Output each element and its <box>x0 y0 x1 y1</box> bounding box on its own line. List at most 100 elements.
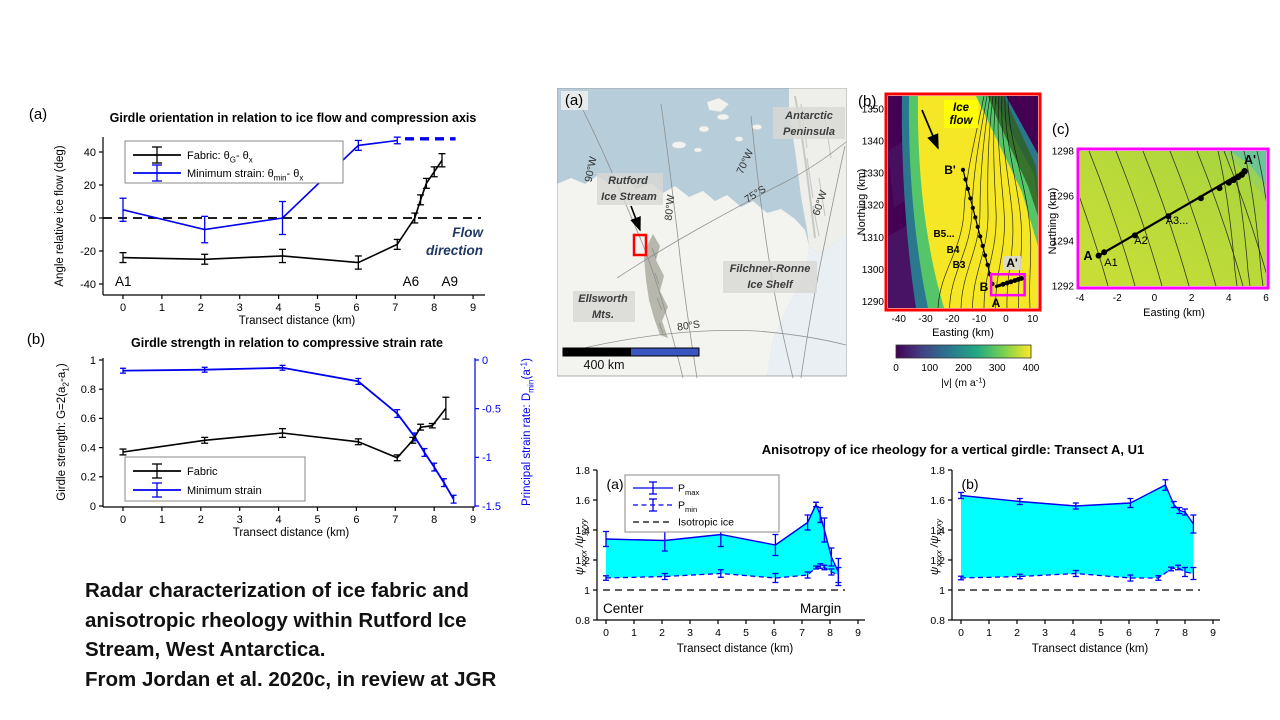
panel-transect-map: (c) A A1 A2 A3... A' 1292 1294 1296 1298 -4 -2 0 2 4 6 N… <box>1046 118 1280 333</box>
margin-label: Margin <box>800 601 841 616</box>
transect-b-point <box>968 196 973 201</box>
svg-text:9: 9 <box>1210 627 1216 639</box>
y-axis-label: ψxxxx /ψyyyy <box>575 518 589 575</box>
svg-text:8: 8 <box>431 302 437 314</box>
svg-text:-20: -20 <box>80 246 96 258</box>
overview-map: Antarctic Peninsula Rutford Ice Stream Filch… <box>556 87 848 379</box>
x-tick: 10 <box>1027 314 1039 325</box>
svg-text:5: 5 <box>1098 627 1104 639</box>
graticule-label: 80°S <box>676 318 700 333</box>
x-axis-label: Easting (km) <box>932 327 994 339</box>
flowline <box>1230 151 1251 286</box>
scalebar-black <box>563 348 631 356</box>
point-label-b5: B5... <box>933 229 954 240</box>
svg-text:5: 5 <box>314 302 320 314</box>
svg-text:4: 4 <box>276 514 282 526</box>
y-tick: 1294 <box>1052 237 1075 248</box>
point-label-a: A <box>1083 249 1092 263</box>
svg-text:6: 6 <box>353 514 359 526</box>
flowline <box>1004 96 1022 308</box>
point-label-b4: B4 <box>947 245 960 256</box>
transect-a-point <box>1101 249 1108 256</box>
svg-text:1: 1 <box>986 627 992 639</box>
transect-a-point <box>1004 280 1010 286</box>
ice-flow-arrow <box>921 109 939 150</box>
girdle-strength-chart: (b) Girdle strength in relation to compre… <box>27 331 536 539</box>
transect-a-box <box>989 273 1026 297</box>
legend-label: Minimum strain: θmin- θx <box>187 168 303 183</box>
svg-text:0.6: 0.6 <box>81 413 96 425</box>
svg-text:3: 3 <box>1042 627 1048 639</box>
transect-a-point <box>1000 281 1006 287</box>
svg-text:1.8: 1.8 <box>930 465 945 477</box>
point-label-a2: A2 <box>1134 235 1147 247</box>
transect-a-point <box>1230 176 1237 183</box>
svg-text:2: 2 <box>198 514 204 526</box>
transect-b-point <box>973 215 978 220</box>
y-axis-label: Northing (km) <box>856 169 868 236</box>
transect-b-point <box>975 224 980 229</box>
label-rutford: Rutford <box>608 175 648 187</box>
panel-label: (b) <box>858 93 876 110</box>
graticule-line <box>660 103 698 379</box>
colorbar-tick: 300 <box>989 363 1006 374</box>
graticule-line <box>800 145 846 379</box>
svg-text:7: 7 <box>392 302 398 314</box>
svg-text:1: 1 <box>159 302 165 314</box>
svg-text:6: 6 <box>353 302 359 314</box>
flowline <box>1243 151 1264 286</box>
panel-label: (a) <box>606 476 623 492</box>
transect-a-point <box>1216 185 1223 192</box>
point-label-aprime: A' <box>1006 256 1018 270</box>
svg-text:8: 8 <box>1182 627 1188 639</box>
anisotropy-band-fill <box>961 485 1194 578</box>
svg-text:1: 1 <box>159 514 165 526</box>
legend-box <box>624 474 780 533</box>
svg-text:1: 1 <box>584 585 590 597</box>
transect-b-point <box>963 177 968 182</box>
y-tick: 1340 <box>862 136 885 147</box>
svg-text:9: 9 <box>470 302 476 314</box>
colorbar-tick: 0 <box>893 363 899 374</box>
y-axis-label-right: Principal strain rate: Dmin(a-1) <box>519 358 535 506</box>
svg-text:9: 9 <box>855 627 861 639</box>
colorbar-tick: 200 <box>955 363 972 374</box>
point-label-b3: B3 <box>953 260 966 271</box>
transect-a-point <box>1241 168 1248 175</box>
panel-label: (b) <box>27 331 45 348</box>
svg-text:7: 7 <box>799 627 805 639</box>
svg-text:0.4: 0.4 <box>81 442 96 454</box>
x-axis-label: Transect distance (km) <box>233 527 350 539</box>
flowline <box>1080 197 1109 286</box>
pmin-series <box>605 565 839 579</box>
transect-a-point <box>1018 276 1024 281</box>
x-tick: -30 <box>918 314 933 325</box>
ice-flow-label-bg <box>944 100 978 128</box>
svg-text:2: 2 <box>198 302 204 314</box>
graticule-label: 80°W <box>663 194 678 221</box>
mainland <box>557 176 809 376</box>
flowline <box>937 96 985 308</box>
svg-text:20: 20 <box>84 180 96 192</box>
x-tick: -20 <box>945 314 960 325</box>
svg-text:7: 7 <box>1154 627 1160 639</box>
graticule-line <box>616 141 847 279</box>
chart-title: Girdle strength in relation to compressi… <box>131 336 443 350</box>
svg-text:1: 1 <box>90 355 96 367</box>
x-tick: -2 <box>1113 293 1122 304</box>
point-label-bprime: B' <box>944 163 956 177</box>
transect-point-label: A6 <box>403 274 420 289</box>
y-tick: 1298 <box>1052 147 1075 158</box>
flowline <box>1196 151 1244 286</box>
point-label-a1: A1 <box>1104 257 1117 269</box>
svg-text:0: 0 <box>90 501 96 513</box>
ice-flow-label: Ice <box>953 102 970 114</box>
flowline <box>1223 151 1266 274</box>
x-tick: 0 <box>1003 314 1009 325</box>
y-tick: 1296 <box>1052 192 1075 203</box>
x-tick: -10 <box>972 314 987 325</box>
transect-b-point <box>985 262 990 268</box>
x-tick: 6 <box>1263 293 1269 304</box>
transect-map-frame <box>1076 147 1270 290</box>
